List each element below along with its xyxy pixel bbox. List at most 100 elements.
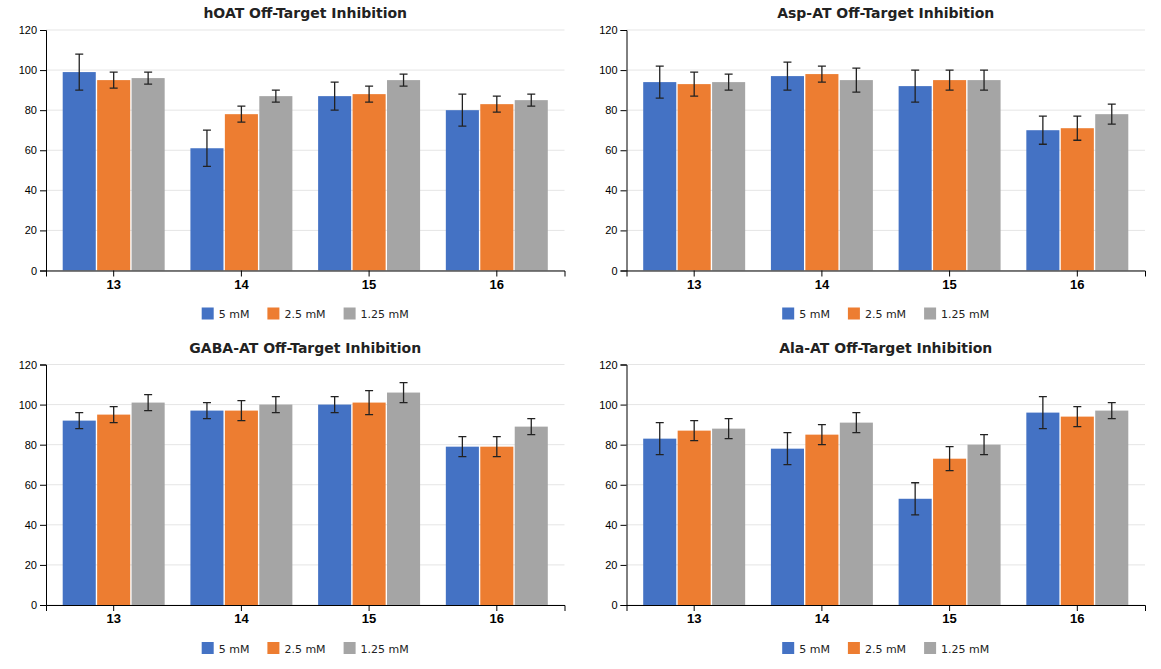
legend-item: 2.5 mM [267, 308, 325, 322]
bar [1026, 130, 1059, 270]
tick-label: 100 [19, 64, 37, 76]
bar [643, 82, 676, 270]
tick: 0 [31, 599, 46, 611]
plot-area [63, 383, 548, 605]
legend-label: 2.5 mM [284, 643, 325, 656]
bar [771, 449, 804, 605]
error-bar [656, 423, 664, 455]
tick-label: 80 [25, 104, 37, 116]
error-bar [527, 94, 535, 106]
tick: 0 [31, 265, 46, 277]
error-bar [783, 433, 791, 465]
tick: 120 [19, 24, 46, 36]
legend-label: 2.5 mM [284, 308, 325, 321]
error-bar [1108, 403, 1116, 419]
bar [678, 431, 711, 605]
tick-label: 100 [19, 399, 37, 411]
error-bar [725, 74, 733, 90]
tick-label: 0 [31, 265, 37, 277]
error-bar [1108, 104, 1116, 124]
bar [805, 74, 838, 270]
tick-mark [621, 30, 627, 31]
error-bar [203, 130, 211, 166]
legend-swatch [848, 642, 860, 654]
tick: 120 [19, 359, 46, 371]
tick-mark [621, 110, 627, 111]
legend-item: 2.5 mM [848, 642, 906, 656]
axis-line [627, 271, 1146, 277]
grid [46, 365, 565, 606]
tick-mark [694, 605, 695, 611]
bar [805, 435, 838, 605]
legend-item: 5 mM [202, 642, 250, 656]
bar [1061, 417, 1094, 605]
tick-label: 0 [611, 599, 617, 611]
tick-mark [621, 271, 627, 272]
error-bar [144, 72, 152, 84]
tick-label: 14 [815, 277, 830, 292]
error-bar [946, 70, 954, 90]
legend-label: 2.5 mM [865, 308, 906, 321]
tick: 15 [942, 271, 956, 292]
tick-label: 13 [106, 611, 120, 626]
y-axis: 020406080100120 [19, 24, 47, 277]
tick-label: 60 [25, 144, 37, 156]
tick: 20 [605, 559, 626, 571]
tick-mark [621, 605, 627, 606]
tick: 13 [687, 271, 701, 292]
tick-mark [40, 605, 46, 606]
grid-line [46, 404, 565, 405]
legend-swatch [267, 642, 279, 654]
error-bar [725, 419, 733, 439]
tick: 0 [611, 265, 626, 277]
bar-series [132, 72, 548, 270]
tick-label: 80 [25, 439, 37, 451]
tick: 14 [815, 605, 830, 626]
tick: 80 [605, 104, 626, 116]
axis-line [621, 31, 628, 272]
bar [515, 427, 548, 605]
tick-label: 80 [605, 104, 617, 116]
bar [515, 100, 548, 270]
bar [712, 82, 745, 270]
tick-label: 60 [605, 144, 617, 156]
tick-mark [621, 190, 627, 191]
bar [259, 405, 292, 605]
error-bar [272, 397, 280, 413]
tick-label: 15 [942, 611, 956, 626]
grid [627, 30, 1146, 271]
legend-label: 5 mM [219, 643, 250, 656]
figure: 02040608010012013141516hOAT Off-Target I… [0, 0, 1161, 669]
tick-mark [40, 150, 46, 151]
axis-line [47, 606, 566, 612]
legend-item: 2.5 mM [267, 642, 325, 656]
tick-mark [113, 271, 114, 277]
bar [480, 104, 513, 270]
error-bar [203, 403, 211, 419]
legend-label: 1.25 mM [361, 643, 409, 656]
tick-label: 120 [19, 24, 37, 36]
tick-label: 120 [599, 24, 617, 36]
axis-line [47, 271, 566, 277]
tick-mark [40, 230, 46, 231]
tick: 40 [605, 184, 626, 196]
legend-label: 5 mM [219, 308, 250, 321]
bar [840, 423, 873, 605]
error-bar [656, 66, 664, 98]
error-bar [144, 395, 152, 411]
bar [225, 114, 258, 270]
bar [933, 459, 966, 605]
tick: 14 [234, 271, 249, 292]
legend-item: 1.25 mM [924, 642, 989, 656]
error-bar [980, 435, 988, 455]
bar-series [712, 68, 1128, 270]
tick-label: 15 [362, 277, 376, 292]
tick-mark [40, 405, 46, 406]
legend: 5 mM2.5 mM1.25 mM [202, 308, 409, 322]
bar [1061, 128, 1094, 270]
axis-line [621, 365, 628, 606]
grid [46, 30, 565, 271]
tick-mark [113, 605, 114, 611]
x-axis: 13141516 [627, 605, 1146, 626]
tick-label: 0 [611, 265, 617, 277]
